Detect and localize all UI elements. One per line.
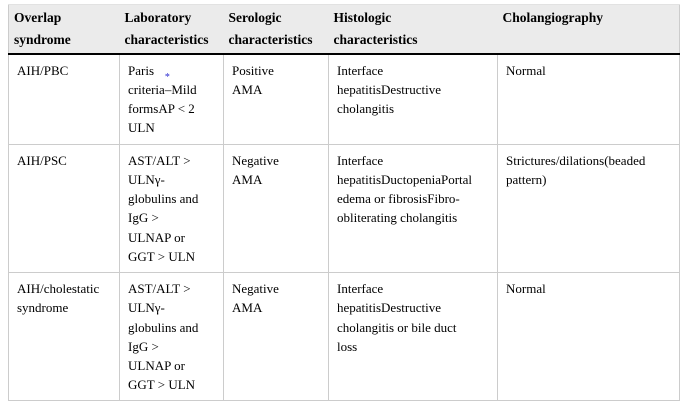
cell-cholangiography: Strictures/dilations(beaded pattern)	[497, 143, 680, 274]
col-header-histologic-characteristics: Histologic characteristics	[328, 3, 498, 55]
cell-histologic: Interface hepatitisDestructive cholangit…	[328, 53, 498, 145]
cell-syndrome: AIH/PSC	[8, 143, 120, 274]
cell-serologic: Positive AMA	[223, 53, 329, 145]
col-header-serologic-characteristics: Serologic characteristics	[223, 3, 329, 55]
col-header-laboratory-characteristics: Laboratory characteristics	[119, 3, 224, 55]
cell-syndrome: AIH/cholestatic syndrome	[8, 272, 120, 402]
table-row-aih-cholestatic: AIH/cholestatic syndrome AST/ALT > ULNγ-…	[8, 272, 680, 402]
cell-syndrome: AIH/PBC	[8, 53, 120, 145]
cell-histologic: Interface hepatitisDuctopeniaPortal edem…	[328, 143, 498, 274]
table-header-row: Overlap syndrome Laboratory characterist…	[8, 3, 680, 55]
cell-laboratory: AST/ALT > ULNγ- globulins and IgG > ULNA…	[119, 143, 224, 274]
overlap-syndromes-table-container: Overlap syndrome Laboratory characterist…	[8, 3, 680, 402]
cell-laboratory: Paris criteria * –Mild formsAP < 2 ULN	[119, 53, 224, 145]
lab-text-after-footnote: Mild formsAP < 2 ULN	[128, 81, 197, 136]
footnote-dash-wrap: * –	[164, 72, 172, 99]
overlap-syndromes-table: Overlap syndrome Laboratory characterist…	[8, 3, 680, 402]
col-header-cholangiography: Cholangiography	[497, 3, 680, 55]
footnote-asterisk-link[interactable]: *	[164, 71, 170, 83]
lab-text-before-footnote: Paris criteria	[128, 62, 165, 97]
table-row-aih-pbc: AIH/PBC Paris criteria * –Mild formsAP < 2…	[8, 53, 680, 145]
cell-cholangiography: Normal	[497, 53, 680, 145]
table-row-aih-psc: AIH/PSC AST/ALT > ULNγ- globulins and Ig…	[8, 143, 680, 274]
cell-serologic: Negative AMA	[223, 143, 329, 274]
cell-cholangiography: Normal	[497, 272, 680, 402]
cell-serologic: Negative AMA	[223, 272, 329, 402]
footnote-dash: –	[164, 81, 172, 97]
cell-histologic: Interface hepatitisDestructive cholangit…	[328, 272, 498, 402]
cell-laboratory: AST/ALT > ULNγ- globulins and IgG > ULNA…	[119, 272, 224, 402]
col-header-overlap-syndrome: Overlap syndrome	[8, 3, 120, 55]
